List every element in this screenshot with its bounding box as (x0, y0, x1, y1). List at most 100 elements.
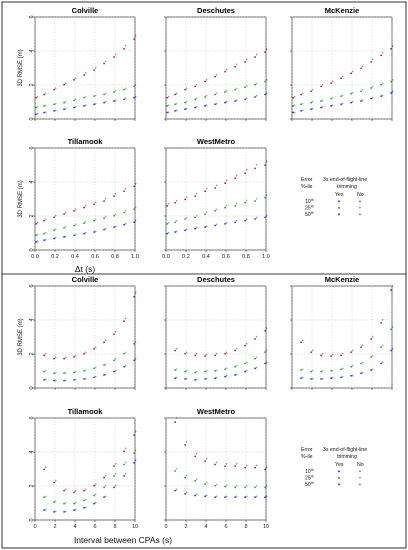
point-50th-trim-no: + (392, 284, 395, 289)
point-50th-trim-yes (390, 289, 392, 291)
point-10th-trim-no: + (115, 224, 118, 229)
point-50th-trim-yes (292, 96, 294, 99)
point-50th-trim-yes (63, 489, 65, 492)
point-50th-trim-no: + (196, 451, 199, 456)
point-10th-trim-yes (320, 106, 322, 109)
point-25th-trim-no: + (176, 101, 179, 106)
y-tick-label: 0 (29, 248, 35, 251)
chart-panels: Colville 0 2 4 6 3D RMSE (m) + + + + + + + + + + + + + + + + +… (18, 6, 395, 530)
point-50th-trim-yes (73, 209, 75, 212)
point-10th-trim-no: + (236, 219, 239, 224)
point-25th-trim-no: + (266, 193, 269, 198)
point-50th-trim-yes (224, 352, 227, 355)
legend-row-sup: th (311, 481, 314, 485)
point-50th-trim-yes (264, 468, 266, 471)
x-tick-label: 1.0 (262, 254, 270, 260)
point-50th-trim-yes (63, 83, 65, 86)
point-25th-trim-no: + (312, 100, 315, 105)
point-25th-trim-no: + (45, 231, 48, 236)
point-50th-trim-no: + (65, 210, 68, 215)
point-50th-trim-yes (194, 354, 197, 357)
legend-row-label: 25th (305, 475, 314, 482)
y-axis-label: 3D RMSE (m) (18, 318, 24, 355)
point-50th-trim-no: + (342, 352, 345, 357)
point-10th-trim-yes (93, 376, 95, 379)
point-25th-trim-no: + (55, 101, 58, 106)
point-50th-trim-no: + (216, 352, 219, 357)
point-25th-trim-no: + (55, 227, 58, 232)
point-10th-trim-yes (310, 108, 312, 111)
point-50th-trim-yes (244, 344, 247, 347)
point-25th-trim-no: + (226, 483, 229, 488)
point-25th-trim-no: + (85, 368, 88, 373)
point-10th-trim-yes (123, 223, 125, 226)
point-25th-trim-no: + (236, 484, 239, 489)
point-10th-trim-yes (93, 103, 95, 106)
point-10th-trim-no: + (362, 370, 365, 375)
point-50th-trim-no: + (236, 347, 239, 352)
point-10th-trim-no: + (65, 378, 68, 383)
point-50th-trim-no: + (352, 69, 355, 74)
point-10th-trim-yes (350, 374, 352, 377)
point-10th-trim-yes (264, 93, 266, 96)
panel-title: McKenzie (325, 275, 360, 284)
point-25th-trim-yes (166, 222, 169, 225)
point-10th-trim-no: + (236, 494, 239, 499)
point-10th-trim-no: + (125, 221, 128, 226)
point-25th-trim-yes (380, 346, 382, 349)
point-10th-trim-no: + (392, 347, 395, 352)
point-25th-trim-no: + (206, 480, 209, 485)
point-25th-trim-yes (35, 106, 37, 109)
point-25th-trim-no: + (352, 90, 355, 95)
point-10th-trim-yes (103, 374, 105, 376)
point-10th-trim-no: + (176, 229, 179, 234)
point-10th-trim-no: + (135, 95, 138, 100)
y-tick-label: 4 (29, 450, 35, 453)
point-50th-trim-yes (234, 177, 237, 180)
x-tick-label: 6 (224, 524, 227, 530)
point-10th-trim-yes (53, 237, 55, 240)
point-10th-trim-yes (123, 365, 125, 368)
point-50th-trim-no: + (176, 347, 179, 352)
point-25th-trim-no: + (362, 360, 365, 365)
point-50th-trim-yes (254, 167, 256, 170)
point-50th-trim-no: + (45, 352, 48, 357)
point-50th-trim-no: + (216, 183, 219, 188)
point-50th-trim-yes (194, 455, 197, 458)
point-10th-trim-yes (133, 461, 136, 464)
point-25th-trim-yes (184, 218, 187, 220)
point-25th-trim-yes (184, 101, 187, 104)
point-50th-trim-yes (300, 93, 302, 96)
y-tick-label: 2 (29, 214, 35, 217)
point-10th-trim-no: + (168, 110, 171, 115)
point-25th-trim-yes (320, 100, 322, 102)
point-10th-trim-no: + (125, 472, 128, 477)
point-10th-trim-no: + (125, 96, 128, 101)
point-25th-trim-yes (254, 200, 256, 202)
point-50th-trim-yes (63, 357, 65, 360)
point-50th-trim-no: + (236, 462, 239, 467)
point-10th-trim-yes (300, 377, 302, 380)
x-tick-label: 0.6 (91, 254, 99, 260)
point-10th-trim-no: + (362, 98, 365, 103)
point-10th-trim-yes (133, 359, 136, 362)
point-10th-trim-no: + (65, 106, 68, 111)
x-tick-label: 2 (184, 524, 187, 530)
point-50th-trim-yes (93, 203, 95, 206)
point-25th-trim-yes (83, 96, 85, 99)
point-25th-trim-yes (174, 221, 177, 224)
y-tick-label: 6 (29, 146, 35, 149)
point-50th-trim-no: + (322, 83, 325, 88)
point-25th-trim-yes (214, 93, 217, 96)
point-25th-trim-no: + (105, 362, 108, 367)
point-10th-trim-yes (73, 378, 75, 381)
point-10th-trim-no: + (168, 231, 171, 236)
point-50th-trim-yes (244, 60, 247, 63)
point-10th-trim-no: + (352, 100, 355, 105)
point-25th-trim-no: + (55, 499, 58, 504)
point-50th-trim-no: + (55, 86, 58, 91)
point-25th-trim-yes (194, 98, 197, 101)
point-10th-trim-yes (35, 240, 37, 243)
